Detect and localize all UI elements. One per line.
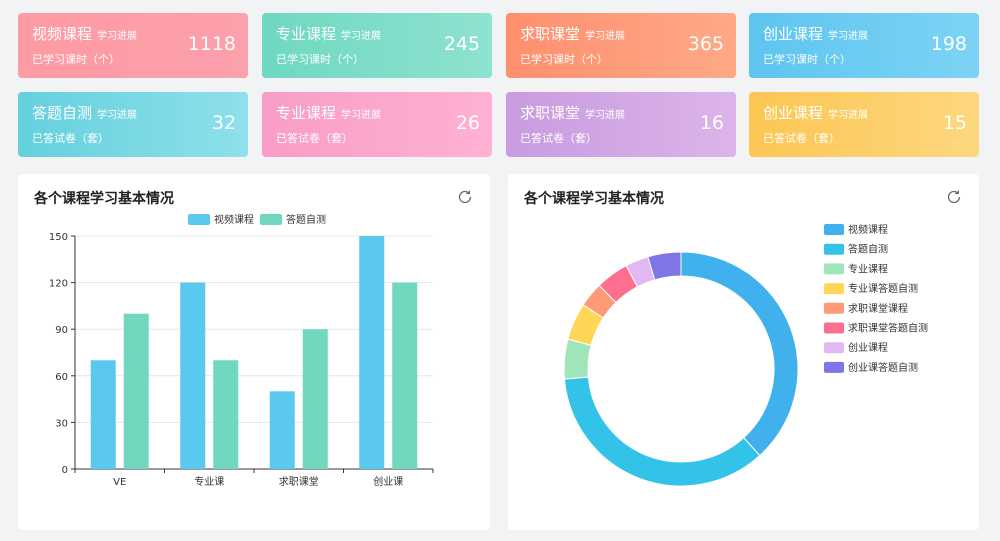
legend-label[interactable]: 创业课答题自测 <box>848 361 918 374</box>
stat-desc: 已学习课时（个） <box>276 53 364 66</box>
donut-slice[interactable] <box>680 251 799 457</box>
stat-desc: 已学习课时（个） <box>763 53 851 66</box>
y-tick-label: 120 <box>49 279 68 290</box>
stat-title: 专业课程 学习进展 <box>276 104 382 122</box>
donut-slice[interactable] <box>563 338 592 380</box>
legend-label[interactable]: 专业课程 <box>848 262 888 275</box>
stat-title: 专业课程 学习进展 <box>276 25 382 43</box>
stat-value: 245 <box>443 33 480 55</box>
stat-card[interactable]: 专业课程 学习进展已学习课时（个） 245 <box>262 13 492 78</box>
legend-label[interactable]: 答题自测 <box>848 243 888 256</box>
stat-title: 求职课堂 学习进展 <box>520 104 626 122</box>
bar[interactable] <box>269 391 295 469</box>
legend-swatch[interactable] <box>260 214 282 225</box>
stat-value: 16 <box>699 112 724 134</box>
stat-card[interactable]: 创业课程 学习进展已答试卷（套） 15 <box>749 92 979 157</box>
donut-slice[interactable] <box>647 251 682 281</box>
y-tick-label: 0 <box>62 465 68 476</box>
bar[interactable] <box>90 360 116 469</box>
legend-label[interactable]: 创业课程 <box>848 341 888 354</box>
stat-card[interactable]: 求职课堂 学习进展已学习课时（个） 365 <box>506 13 736 78</box>
stat-desc: 已答试卷（套） <box>32 132 109 145</box>
donut-slice[interactable] <box>563 376 761 487</box>
legend-label[interactable]: 答题自测 <box>286 213 326 226</box>
bar[interactable] <box>359 236 385 469</box>
legend-swatch[interactable] <box>824 342 844 354</box>
stat-desc: 已答试卷（套） <box>763 132 840 145</box>
legend-swatch[interactable] <box>824 322 844 334</box>
stat-title: 创业课程 学习进展 <box>763 104 869 122</box>
refresh-icon[interactable] <box>945 188 963 206</box>
y-tick-label: 30 <box>55 418 68 429</box>
stat-card[interactable]: 求职课堂 学习进展已答试卷（套） 16 <box>506 92 736 157</box>
legend-label[interactable]: 视频课程 <box>848 223 888 236</box>
refresh-icon[interactable] <box>456 188 474 206</box>
legend-label[interactable]: 求职课堂答题自测 <box>848 322 928 335</box>
legend-label[interactable]: 专业课答题自测 <box>848 282 918 295</box>
bar-chart-panel: 各个课程学习基本情况 0 30 60 90 120 150 VE 专业课 求职课堂 创业课 视频课程… <box>18 174 490 530</box>
stat-card[interactable]: 视频课程 学习进展已学习课时（个） 1118 <box>18 13 248 78</box>
stat-title: 创业课程 学习进展 <box>763 25 869 43</box>
legend-swatch[interactable] <box>824 263 844 275</box>
stat-title: 答题自测 学习进展 <box>32 104 138 122</box>
stat-title: 求职课堂 学习进展 <box>520 25 626 43</box>
legend-swatch[interactable] <box>824 283 844 295</box>
stat-value: 26 <box>455 112 480 134</box>
panel-title: 各个课程学习基本情况 <box>524 191 664 207</box>
legend-swatch[interactable] <box>824 224 844 235</box>
donut-chart-panel: 各个课程学习基本情况 视频课程答题自测专业课程专业课答题自测 求职课堂课程求职课堂… <box>508 174 979 530</box>
x-tick-label: 求职课堂 <box>279 476 319 488</box>
legend-swatch[interactable] <box>824 243 844 255</box>
legend-label[interactable]: 求职课堂课程 <box>848 303 908 315</box>
x-tick-label: VE <box>113 477 126 488</box>
stat-card[interactable]: 创业课程 学习进展已学习课时（个） 198 <box>749 13 979 78</box>
y-tick-label: 60 <box>55 372 68 383</box>
legend-swatch[interactable] <box>188 214 210 225</box>
legend-label[interactable]: 视频课程 <box>214 213 254 226</box>
bar[interactable] <box>180 282 206 469</box>
legend-swatch[interactable] <box>824 302 844 314</box>
bar[interactable] <box>123 313 149 469</box>
x-tick-label: 创业课 <box>373 475 403 488</box>
stat-desc: 已学习课时（个） <box>32 53 120 66</box>
stat-card[interactable]: 专业课程 学习进展已答试卷（套） 26 <box>262 92 492 157</box>
stat-desc: 已答试卷（套） <box>276 132 353 145</box>
y-tick-label: 150 <box>49 232 68 243</box>
stat-value: 15 <box>942 112 967 134</box>
stat-value: 32 <box>211 112 236 134</box>
stat-desc: 已答试卷（套） <box>520 132 597 145</box>
bar[interactable] <box>302 329 328 469</box>
stat-title: 视频课程 学习进展 <box>32 25 138 43</box>
bar[interactable] <box>213 360 239 469</box>
x-tick-label: 专业课 <box>194 475 224 488</box>
bar-chart: 0 30 60 90 120 150 VE 专业课 求职课堂 创业课 视频课程 答题自测 <box>49 213 434 488</box>
donut-chart: 视频课程答题自测专业课程专业课答题自测求职课堂课程求职课堂答题自测创业课程创业课… <box>563 223 928 487</box>
stat-card[interactable]: 答题自测 学习进展已答试卷（套） 32 <box>18 92 248 157</box>
stat-desc: 已学习课时（个） <box>520 53 608 66</box>
legend-swatch[interactable] <box>824 361 844 373</box>
stat-value: 198 <box>930 33 967 55</box>
panel-title: 各个课程学习基本情况 <box>34 191 174 207</box>
stat-value: 1118 <box>187 33 236 55</box>
bar[interactable] <box>392 282 418 469</box>
stat-value: 365 <box>687 33 724 55</box>
y-tick-label: 90 <box>55 325 68 336</box>
